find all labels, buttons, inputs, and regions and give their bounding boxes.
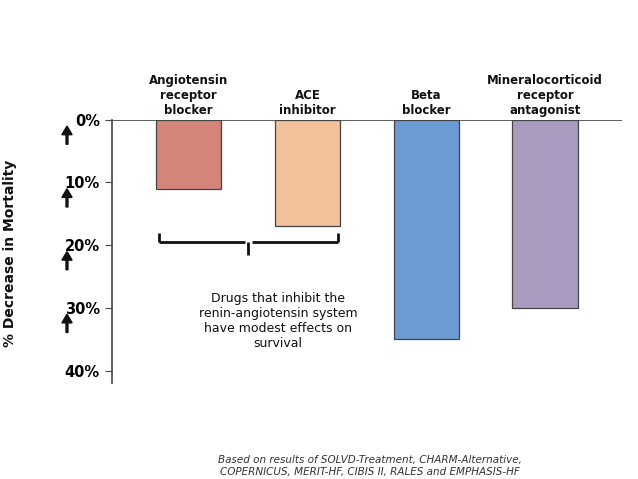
Text: Based on results of SOLVD-Treatment, CHARM-Alternative,
COPERNICUS, MERIT-HF, CI: Based on results of SOLVD-Treatment, CHA… [218, 455, 522, 477]
Bar [512, 120, 577, 308]
Text: Mineralocorticoid
receptor
antagonist: Mineralocorticoid receptor antagonist [487, 74, 603, 117]
Text: Drugs That Reduce Mortality in Heart: Drugs That Reduce Mortality in Heart [92, 32, 546, 52]
Text: ACE
inhibitor: ACE inhibitor [279, 89, 336, 117]
Text: Failure With Reduced Ejection Fraction: Failure With Reduced Ejection Fraction [84, 80, 554, 100]
Text: Beta
blocker: Beta blocker [402, 89, 450, 117]
Text: Drugs that inhibit the
renin-angiotensin system
have modest effects on
survival: Drugs that inhibit the renin-angiotensin… [198, 292, 357, 350]
Bar [275, 120, 340, 227]
Bar [156, 120, 221, 189]
Text: % Decrease in Mortality: % Decrease in Mortality [3, 160, 17, 347]
Bar [394, 120, 459, 339]
Text: Angiotensin
receptor
blocker: Angiotensin receptor blocker [149, 74, 228, 117]
